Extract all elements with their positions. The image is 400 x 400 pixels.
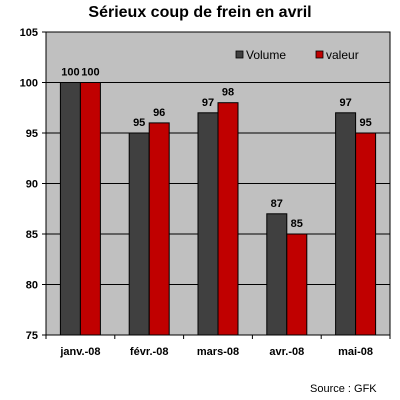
y-tick-label: 85 [26,229,38,241]
data-label: 100 [81,67,99,79]
bar-volume-4 [335,112,357,336]
bar-volume-1 [128,132,150,336]
y-tick-label: 95 [26,128,38,140]
x-tick-label: janv.-08 [59,346,100,358]
data-label: 95 [359,117,371,129]
x-tick-label: mars-08 [197,346,239,358]
data-label: 85 [291,218,303,230]
legend-label: valeur [326,48,359,62]
y-tick-label: 105 [20,27,38,39]
source-note: Source : GFK [310,383,377,395]
bar-valeur-1 [148,122,170,336]
x-tick-label: févr.-08 [130,346,169,358]
chart-title: Sérieux coup de frein en avril [88,4,312,21]
y-tick-label: 75 [26,330,38,342]
data-label: 98 [222,87,234,99]
bar-valeur-4 [355,132,377,336]
x-tick-label: mai-08 [338,346,373,358]
bar-valeur-2 [217,102,239,336]
bar-volume-3 [266,213,288,336]
bar-valeur-0 [79,82,101,336]
y-tick-label: 90 [26,179,38,191]
data-label: 97 [339,97,351,109]
legend-label: Volume [246,48,286,62]
y-tick-label: 100 [20,78,38,90]
legend-swatch [315,50,324,59]
bar-volume-0 [59,82,81,336]
data-label: 97 [202,97,214,109]
data-label: 100 [61,67,79,79]
data-label: 87 [271,198,283,210]
data-label: 96 [153,107,165,119]
x-tick-label: avr.-08 [269,346,304,358]
legend: Volume valeur [235,48,359,62]
data-label: 95 [133,117,145,129]
bar-volume-2 [197,112,219,336]
y-tick-label: 80 [26,280,38,292]
legend-swatch [235,50,244,59]
bar-valeur-3 [286,233,308,336]
